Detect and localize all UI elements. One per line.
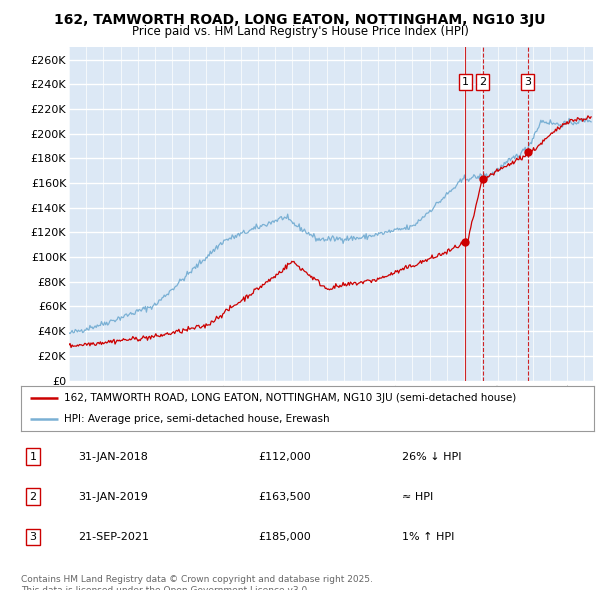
Text: 3: 3 (524, 77, 532, 87)
Text: 1% ↑ HPI: 1% ↑ HPI (402, 532, 454, 542)
Text: 31-JAN-2019: 31-JAN-2019 (78, 492, 148, 502)
Text: 1: 1 (462, 77, 469, 87)
Text: 31-JAN-2018: 31-JAN-2018 (78, 452, 148, 461)
Text: 2: 2 (29, 492, 37, 502)
Text: 2: 2 (479, 77, 486, 87)
Text: 162, TAMWORTH ROAD, LONG EATON, NOTTINGHAM, NG10 3JU (semi-detached house): 162, TAMWORTH ROAD, LONG EATON, NOTTINGH… (64, 394, 516, 404)
Text: 1: 1 (29, 452, 37, 461)
Text: Contains HM Land Registry data © Crown copyright and database right 2025.
This d: Contains HM Land Registry data © Crown c… (21, 575, 373, 590)
Text: 21-SEP-2021: 21-SEP-2021 (78, 532, 149, 542)
Text: 162, TAMWORTH ROAD, LONG EATON, NOTTINGHAM, NG10 3JU: 162, TAMWORTH ROAD, LONG EATON, NOTTINGH… (54, 13, 546, 27)
Text: 26% ↓ HPI: 26% ↓ HPI (402, 452, 461, 461)
Text: £163,500: £163,500 (258, 492, 311, 502)
Text: HPI: Average price, semi-detached house, Erewash: HPI: Average price, semi-detached house,… (64, 414, 329, 424)
Text: £112,000: £112,000 (258, 452, 311, 461)
Text: £185,000: £185,000 (258, 532, 311, 542)
Text: 3: 3 (29, 532, 37, 542)
Text: Price paid vs. HM Land Registry's House Price Index (HPI): Price paid vs. HM Land Registry's House … (131, 25, 469, 38)
Text: ≈ HPI: ≈ HPI (402, 492, 433, 502)
